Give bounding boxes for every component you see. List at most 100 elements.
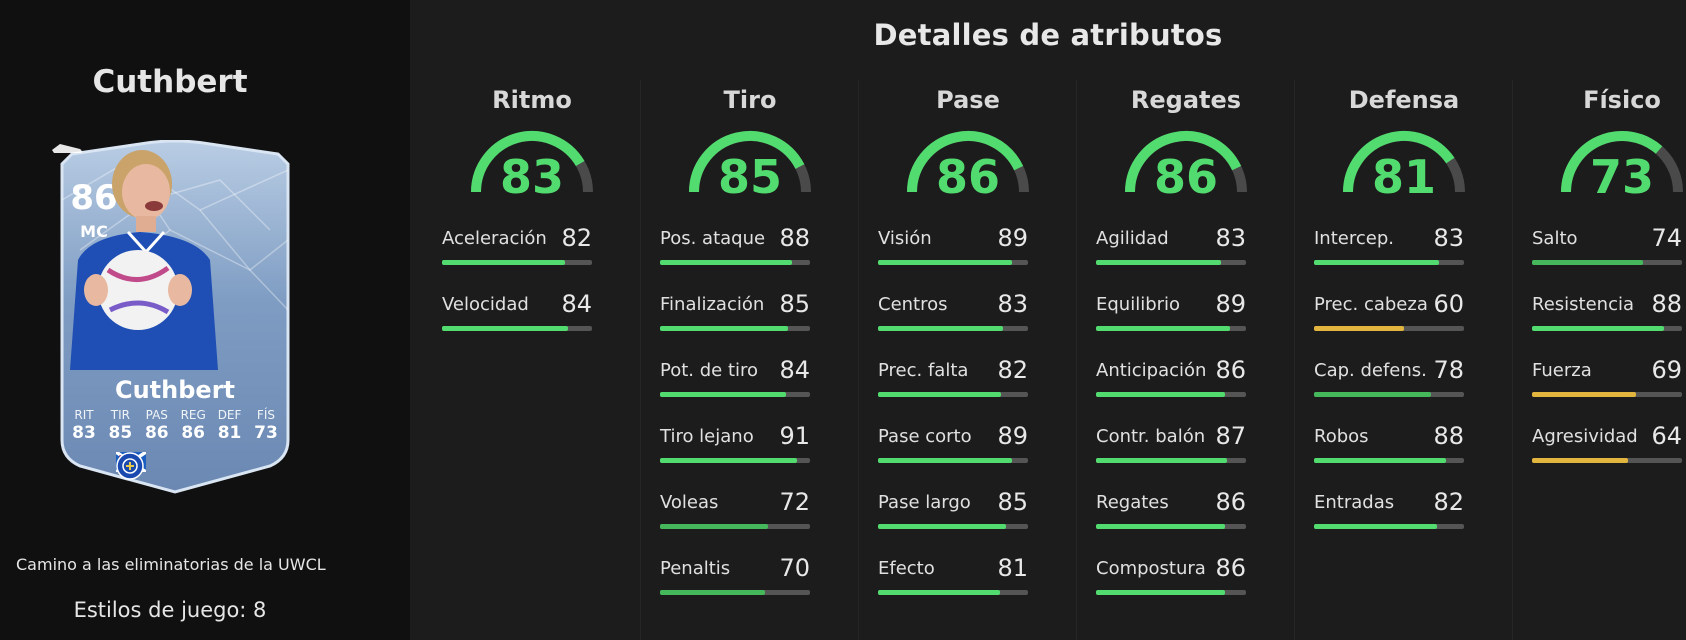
attribute-group: Pase 86 Visión 89 Centros 83 Prec. falta 82 Pase…: [870, 80, 1066, 640]
gauge-fill: [1125, 131, 1242, 193]
attribute-bar-fill: [1096, 458, 1227, 463]
player-image: [70, 150, 218, 370]
attribute-row[interactable]: Penaltis 70: [660, 554, 810, 602]
attribute-value: 88: [1651, 290, 1682, 318]
playstyles-count[interactable]: Estilos de juego: 8: [73, 598, 267, 622]
attribute-name: Prec. cabeza: [1314, 294, 1428, 315]
card-stat: TIR 85: [102, 408, 138, 443]
attribute-value: 87: [1215, 422, 1246, 450]
attribute-value: 89: [1215, 290, 1246, 318]
attribute-row[interactable]: Fuerza 69: [1532, 356, 1682, 404]
attribute-name: Agilidad: [1096, 228, 1169, 249]
attribute-value: 60: [1433, 290, 1464, 318]
group-name: Físico: [1583, 86, 1661, 114]
attribute-bar: [878, 326, 1028, 331]
attribute-row[interactable]: Compostura 86: [1096, 554, 1246, 602]
attribute-row[interactable]: Contr. balón 87: [1096, 422, 1246, 470]
rating-gauge: [689, 131, 811, 193]
attribute-row[interactable]: Pos. ataque 88: [660, 224, 810, 272]
attribute-row[interactable]: Finalización 85: [660, 290, 810, 338]
attribute-value: 84: [779, 356, 810, 384]
card-stat-value: 86: [144, 423, 169, 443]
attribute-bar: [442, 260, 592, 265]
attribute-bar-fill: [878, 392, 1001, 397]
attribute-bar: [660, 392, 810, 397]
player-card[interactable]: 86 MC: [50, 140, 300, 495]
attribute-row[interactable]: Efecto 81: [878, 554, 1028, 602]
card-stat-value: 73: [254, 423, 278, 443]
attribute-value: 83: [1215, 224, 1246, 252]
attribute-row[interactable]: Robos 88: [1314, 422, 1464, 470]
attribute-bar: [878, 458, 1028, 463]
attribute-bar-fill: [1314, 260, 1439, 265]
group-name: Tiro: [723, 86, 777, 114]
attribute-name: Tiro lejano: [660, 426, 754, 447]
attribute-name: Pase largo: [878, 492, 971, 513]
attribute-row[interactable]: Resistencia 88: [1532, 290, 1682, 338]
card-stat: REG 86: [175, 408, 211, 443]
attribute-name: Aceleración: [442, 228, 547, 249]
attribute-row[interactable]: Intercep. 83: [1314, 224, 1464, 272]
card-stat-label: TIR: [110, 408, 130, 422]
card-stat-label: FÍS: [256, 408, 275, 422]
attribute-value: 83: [1433, 224, 1464, 252]
attribute-value: 72: [779, 488, 810, 516]
attribute-name: Pos. ataque: [660, 228, 766, 249]
group-name: Defensa: [1348, 86, 1460, 114]
attribute-row[interactable]: Cap. defens. 78: [1314, 356, 1464, 404]
attribute-row[interactable]: Pot. de tiro 84: [660, 356, 810, 404]
attribute-value: 69: [1651, 356, 1682, 384]
attribute-value: 85: [779, 290, 810, 318]
card-stat: DEF 81: [212, 408, 248, 443]
attribute-row[interactable]: Salto 74: [1532, 224, 1682, 272]
group-name: Ritmo: [492, 86, 572, 114]
attribute-row[interactable]: Anticipación 86: [1096, 356, 1246, 404]
attribute-name: Velocidad: [442, 294, 529, 315]
attribute-value: 83: [997, 290, 1028, 318]
gauge-fill: [907, 131, 1024, 193]
attribute-row[interactable]: Equilibrio 89: [1096, 290, 1246, 338]
attribute-name: Agresividad: [1532, 426, 1638, 447]
attribute-bar: [1314, 524, 1464, 529]
attribute-row[interactable]: Voleas 72: [660, 488, 810, 536]
attribute-name: Cap. defens.: [1314, 360, 1427, 381]
attribute-row[interactable]: Entradas 82: [1314, 488, 1464, 536]
attribute-value: 91: [779, 422, 810, 450]
attribute-row[interactable]: Velocidad 84: [442, 290, 592, 338]
attribute-row[interactable]: Agilidad 83: [1096, 224, 1246, 272]
attribute-row[interactable]: Centros 83: [878, 290, 1028, 338]
attribute-value: 85: [997, 488, 1028, 516]
attribute-group: Regates 86 Agilidad 83 Equilibrio 89 Anticipac…: [1088, 80, 1284, 640]
attribute-bar-fill: [660, 392, 786, 397]
attribute-row[interactable]: Aceleración 82: [442, 224, 592, 272]
group-rating: 86: [1153, 150, 1218, 204]
attribute-value: 89: [997, 422, 1028, 450]
attribute-value: 89: [997, 224, 1028, 252]
attribute-bar-fill: [1532, 326, 1664, 331]
attribute-name: Resistencia: [1532, 294, 1634, 315]
attribute-bar-fill: [1532, 260, 1643, 265]
attribute-row[interactable]: Pase corto 89: [878, 422, 1028, 470]
attribute-row[interactable]: Prec. falta 82: [878, 356, 1028, 404]
group-rating: 73: [1589, 150, 1654, 204]
attribute-name: Contr. balón: [1096, 426, 1206, 447]
attribute-row[interactable]: Tiro lejano 91: [660, 422, 810, 470]
attribute-row[interactable]: Visión 89: [878, 224, 1028, 272]
attribute-row[interactable]: Regates 86: [1096, 488, 1246, 536]
group-rating: 81: [1371, 150, 1436, 204]
group-name: Pase: [936, 86, 1000, 114]
gauge-fill: [689, 131, 805, 193]
attribute-bar-fill: [1314, 458, 1446, 463]
card-stat-label: RIT: [74, 408, 94, 422]
attribute-value: 88: [779, 224, 810, 252]
attribute-value: 78: [1433, 356, 1464, 384]
attribute-bar: [660, 458, 810, 463]
card-badges: [116, 452, 236, 480]
group-rating: 83: [499, 150, 564, 204]
attribute-row[interactable]: Agresividad 64: [1532, 422, 1682, 470]
attribute-row[interactable]: Prec. cabeza 60: [1314, 290, 1464, 338]
attribute-value: 82: [561, 224, 592, 252]
attribute-value: 74: [1651, 224, 1682, 252]
attribute-bar: [442, 326, 592, 331]
attribute-row[interactable]: Pase largo 85: [878, 488, 1028, 536]
